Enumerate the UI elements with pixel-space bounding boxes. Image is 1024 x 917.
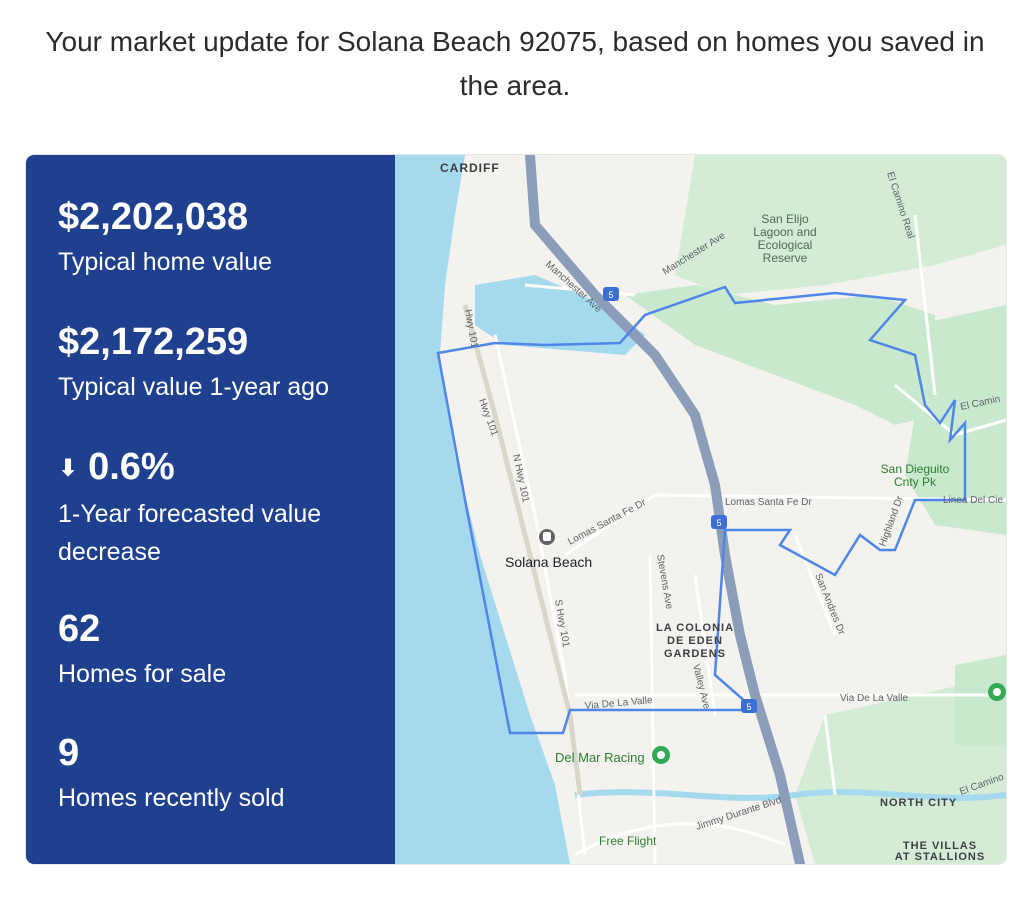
label-lomas-santa-fe-2: Lomas Santa Fe Dr (725, 497, 812, 508)
label-de-eden: DE EDEN (667, 635, 723, 647)
label-la-colonia: LA COLONIA (656, 622, 734, 634)
stat-label: 1-Year forecasted value decrease (58, 500, 322, 566)
stat-value: 62 (58, 608, 101, 650)
label-the-villas: THE VILLAS (903, 840, 977, 852)
stat-value: 9 (58, 732, 80, 774)
stat-label: Homes for sale (58, 660, 227, 688)
interstate-5-shield-1: 5 (603, 287, 619, 301)
label-lagoon-and: Lagoon and (753, 225, 816, 239)
stat-value: $2,202,038 (58, 196, 249, 238)
stat-value: 0.6% (88, 446, 175, 488)
stat-label: Typical value 1-year ago (58, 373, 329, 401)
park-area-north (675, 155, 1006, 295)
freeway-i5 (525, 155, 805, 864)
map-canvas: 5 5 5 (395, 155, 1006, 864)
svg-text:5: 5 (746, 702, 751, 712)
stat-value: $2,172,259 (58, 321, 249, 363)
hwy-101 (462, 304, 583, 796)
label-cnty-pk: Cnty Pk (894, 475, 937, 489)
label-san-elijo: San Elijo (761, 212, 809, 226)
park-pin-icon-east[interactable] (988, 683, 1006, 701)
place-labels: CARDIFF San Elijo Lagoon and Ecological … (440, 161, 985, 863)
label-north-city: NORTH CITY (880, 797, 957, 809)
label-san-dieguito: San Dieguito (881, 462, 950, 476)
svg-text:5: 5 (716, 518, 721, 528)
san-elijo-lagoon-park (625, 285, 935, 425)
park-area-south (795, 675, 1006, 864)
park-area-east (955, 655, 1006, 745)
area-map[interactable]: 5 5 5 (395, 155, 1006, 864)
market-update-intro: Your market update for Solana Beach 9207… (45, 26, 985, 101)
stat-value-1yr-ago: $2,172,259 Typical value 1-year ago (58, 320, 329, 406)
river (574, 789, 1006, 801)
label-free-flight: Free Flight (599, 834, 657, 848)
interstate-5-shield-2: 5 (711, 515, 727, 529)
stat-label: Homes recently sold (58, 784, 285, 812)
label-solana-beach: Solana Beach (505, 554, 592, 570)
stat-forecast: ⬇ 0.6% 1-Year forecasted value decrease (58, 445, 358, 571)
label-cardiff: CARDIFF (440, 161, 500, 175)
label-del-mar-racing: Del Mar Racing (555, 750, 645, 765)
stat-homes-for-sale: 62 Homes for sale (58, 607, 226, 693)
stat-typical-home-value: $2,202,038 Typical home value (58, 195, 272, 281)
label-at-stallions: AT STALLIONS (895, 851, 985, 863)
lagoon-water (475, 275, 645, 355)
market-summary-card: $2,202,038 Typical home value $2,172,259… (26, 155, 1006, 864)
interstate-5-shield-3: 5 (741, 699, 757, 713)
label-linea-del-cie: Linea Del Cie (943, 495, 1003, 506)
ocean (395, 155, 570, 864)
svg-text:5: 5 (608, 290, 613, 300)
arrow-down-icon: ⬇ (58, 455, 79, 482)
stats-panel: $2,202,038 Typical home value $2,172,259… (26, 155, 395, 864)
park-pin-icon[interactable] (652, 746, 670, 764)
label-reserve: Reserve (763, 251, 808, 265)
label-ecological: Ecological (758, 238, 813, 252)
stat-label: Typical home value (58, 248, 273, 276)
label-gardens: GARDENS (664, 648, 726, 660)
stat-homes-recently-sold: 9 Homes recently sold (58, 731, 284, 817)
train-station-icon[interactable] (539, 529, 555, 545)
label-via-de-la-valle-2: Via De La Valle (840, 693, 908, 704)
